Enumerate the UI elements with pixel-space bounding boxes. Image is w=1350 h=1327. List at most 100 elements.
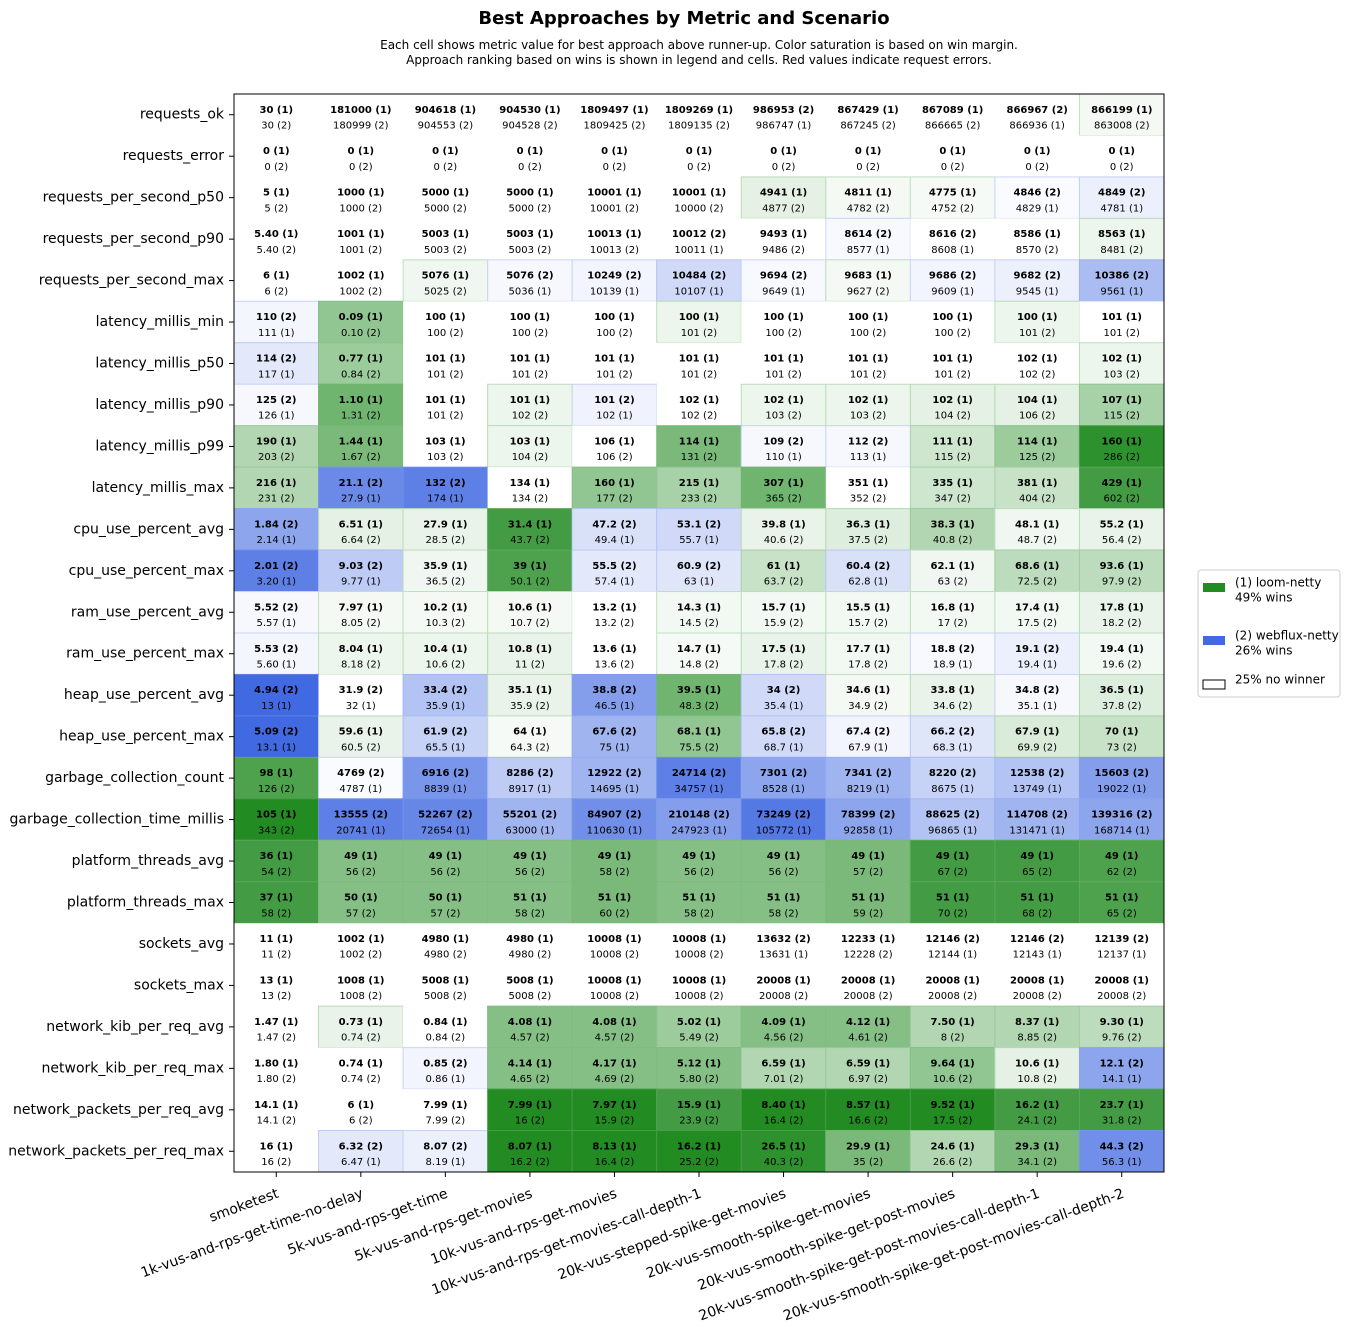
heatmap-cell: 16.8 (1) 17 (2) [909, 591, 996, 634]
cell-best-value: 160 (1) [1101, 436, 1141, 447]
cell-runner-up-value: 131 (2) [681, 452, 718, 463]
cell-best-value: 16.2 (1) [1015, 1100, 1059, 1111]
cell-best-value: 104 (1) [1017, 395, 1057, 406]
heatmap-cell: 0.74 (1) 0.74 (2) [318, 1047, 404, 1090]
heatmap-cell: 15.7 (1) 15.9 (2) [740, 591, 827, 634]
cell-best-value: 26.5 (1) [761, 1141, 805, 1152]
chart-subtitle-line-2: Approach ranking based on wins is shown … [406, 53, 992, 67]
cell-runner-up-value: 10139 (1) [590, 286, 639, 297]
cell-runner-up-value: 57.4 (1) [595, 577, 635, 588]
cell-runner-up-value: 103 (2) [427, 452, 464, 463]
cell-runner-up-value: 0.74 (2) [341, 1033, 381, 1044]
cell-runner-up-value: 866936 (1) [1009, 121, 1065, 132]
cell-best-value: 101 (1) [1101, 312, 1141, 323]
cell-runner-up-value: 14.5 (2) [679, 618, 719, 629]
heatmap-cell: 13632 (2) 13631 (1) [741, 923, 826, 965]
heatmap-cell: 51 (1) 60 (2) [571, 881, 658, 924]
cell-background [741, 135, 826, 177]
cell-runner-up-value: 1.67 (2) [341, 452, 381, 463]
heatmap-cell: 101 (1) 102 (2) [487, 383, 573, 427]
cell-background [825, 756, 911, 800]
cell-background [572, 425, 657, 468]
cell-best-value: 20008 (1) [925, 975, 979, 986]
cell-background [825, 798, 911, 841]
cell-best-value: 33.4 (2) [423, 685, 467, 696]
heatmap-cell: 35.1 (1) 35.9 (2) [487, 673, 573, 717]
heatmap-cell: 31.9 (2) 32 (1) [318, 674, 404, 716]
cell-background [994, 715, 1080, 758]
cell-best-value: 52267 (2) [418, 810, 472, 821]
cell-runner-up-value: 14.1 (2) [256, 1116, 296, 1127]
heatmap-cell: 7301 (2) 8528 (1) [740, 756, 827, 800]
cell-best-value: 13.6 (1) [592, 644, 636, 655]
cell-best-value: 60.9 (2) [677, 561, 721, 572]
cell-best-value: 49 (1) [344, 851, 378, 862]
cell-background [994, 1005, 1080, 1049]
cell-best-value: 51 (1) [598, 893, 632, 904]
cell-runner-up-value: 9486 (2) [762, 245, 805, 256]
heatmap-cell: 215 (1) 233 (2) [656, 466, 742, 510]
heatmap-cell: 10012 (2) 10011 (1) [656, 218, 742, 260]
cell-best-value: 9682 (2) [1013, 271, 1060, 282]
cell-best-value: 4811 (1) [844, 188, 891, 199]
cell-background [402, 1130, 489, 1173]
cell-best-value: 27.9 (1) [423, 519, 467, 530]
cell-background [1078, 383, 1165, 427]
cell-best-value: 8563 (1) [1098, 229, 1145, 240]
heatmap-cell: 160 (1) 286 (2) [1078, 425, 1165, 468]
cell-best-value: 29.3 (1) [1015, 1141, 1059, 1152]
heatmap-cell: 59.6 (1) 60.5 (2) [318, 715, 404, 758]
cell-runner-up-value: 101 (2) [427, 411, 464, 422]
heatmap-cell: 0 (1) 0 (2) [825, 135, 911, 177]
cell-background [740, 798, 827, 841]
cell-runner-up-value: 5003 (2) [509, 245, 552, 256]
cell-best-value: 51 (1) [936, 893, 970, 904]
cell-best-value: 13 (1) [260, 975, 294, 986]
cell-background [825, 425, 911, 468]
cell-background [571, 798, 658, 841]
cell-best-value: 35.1 (1) [508, 685, 552, 696]
cell-runner-up-value: 63 (2) [938, 577, 968, 588]
cell-background [572, 342, 657, 385]
cell-runner-up-value: 8675 (1) [931, 784, 974, 795]
cell-runner-up-value: 5036 (1) [509, 286, 552, 297]
cell-runner-up-value: 11 (2) [261, 950, 291, 961]
heatmap-cell: 867429 (1) 867245 (2) [825, 94, 911, 136]
cell-best-value: 17.8 (1) [1100, 602, 1144, 613]
cell-runner-up-value: 233 (2) [681, 494, 718, 505]
cell-best-value: 5.02 (1) [677, 1017, 721, 1028]
cell-best-value: 8.57 (1) [846, 1100, 890, 1111]
cell-runner-up-value: 14695 (1) [590, 784, 639, 795]
cell-runner-up-value: 0 (2) [687, 162, 711, 173]
cell-background [571, 839, 658, 883]
cell-background [318, 715, 404, 758]
cell-background [740, 715, 827, 758]
cell-background [403, 94, 488, 136]
cell-runner-up-value: 17.8 (2) [848, 660, 888, 671]
cell-background [1078, 1130, 1165, 1173]
cell-best-value: 20008 (1) [841, 975, 895, 986]
heatmap-cell: 49 (1) 57 (2) [825, 839, 911, 883]
heatmap-cell: 4980 (1) 4980 (2) [403, 923, 488, 965]
cell-background [740, 1005, 827, 1049]
cell-runner-up-value: 111 (1) [258, 328, 295, 339]
cell-runner-up-value: 59 (2) [853, 908, 883, 919]
cell-best-value: 1000 (1) [337, 188, 384, 199]
cell-runner-up-value: 10.8 (2) [1017, 1074, 1057, 1085]
cell-background [910, 923, 995, 965]
cell-runner-up-value: 56 (2) [515, 867, 545, 878]
heatmap-cell: 23.7 (1) 31.8 (2) [1078, 1088, 1165, 1132]
cell-runner-up-value: 5.49 (2) [679, 1033, 719, 1044]
cell-background [994, 923, 1080, 965]
cell-background [825, 94, 911, 136]
cell-best-value: 105 (1) [256, 810, 296, 821]
cell-runner-up-value: 6 (2) [349, 1116, 373, 1127]
cell-background [656, 466, 742, 510]
heatmap-cell: 29.3 (1) 34.1 (2) [994, 1130, 1080, 1173]
heatmap-cell: 47.2 (2) 49.4 (1) [571, 508, 658, 551]
heatmap-cell: 61.9 (2) 65.5 (1) [402, 715, 489, 758]
cell-runner-up-value: 0 (2) [603, 162, 627, 173]
heatmap-cell: 12.1 (2) 14.1 (1) [1078, 1047, 1165, 1090]
cell-background [741, 218, 826, 260]
cell-best-value: 9.52 (1) [931, 1100, 975, 1111]
